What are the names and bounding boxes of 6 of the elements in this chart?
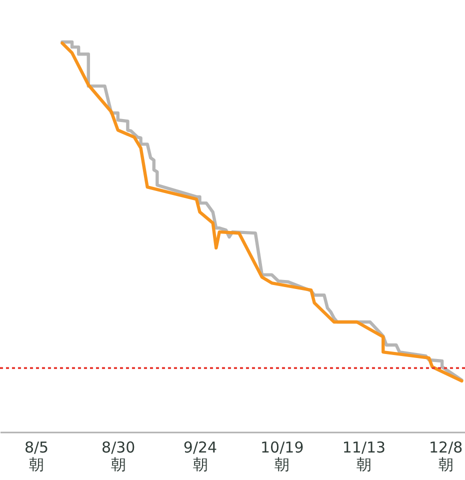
x-tick-label: 11/13 朝 [342,438,386,474]
x-tick-label: 8/5 朝 [24,438,49,474]
x-tick-label: 9/24 朝 [183,438,218,474]
x-tick-label: 12/8 朝 [429,438,463,474]
x-tick-label: 8/30 朝 [102,438,136,474]
x-tick-label: 10/19 朝 [260,438,304,474]
